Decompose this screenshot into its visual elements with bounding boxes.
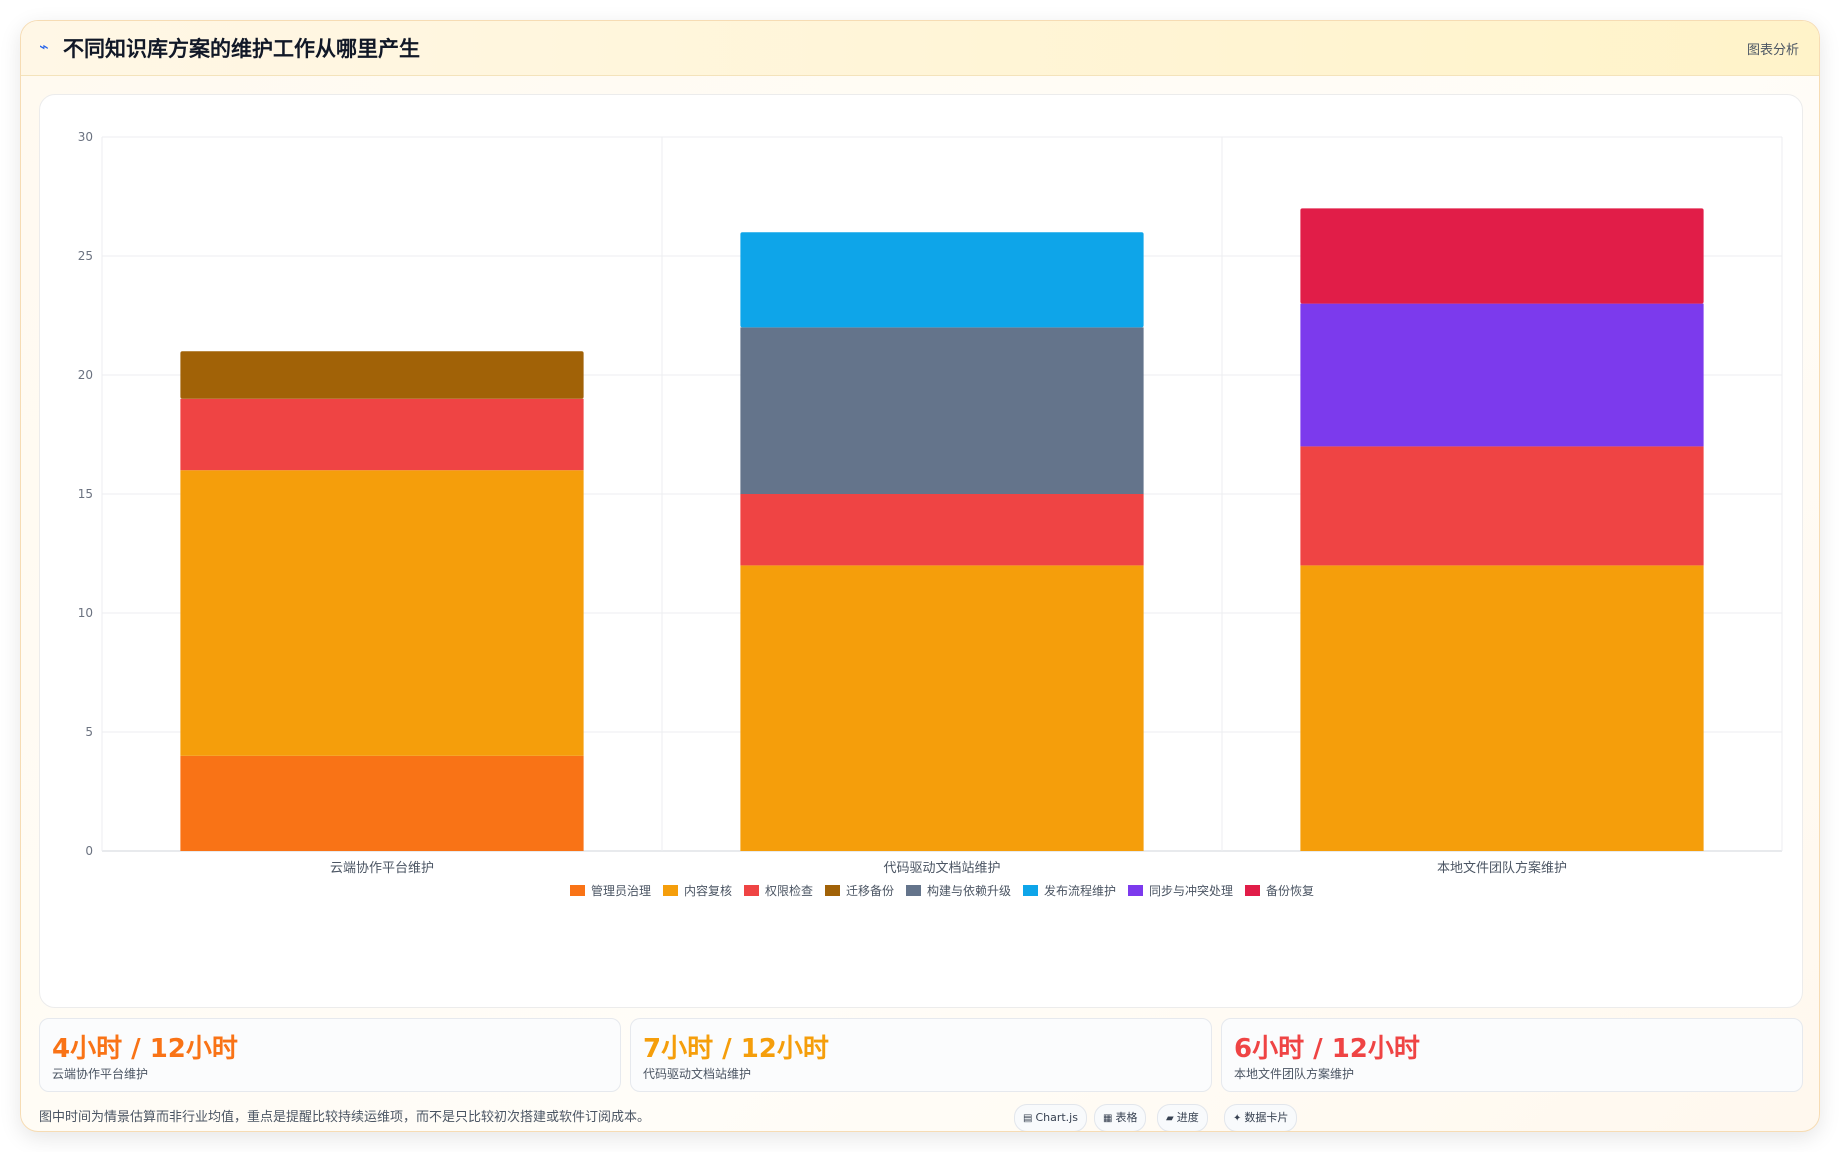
legend-swatch [744, 885, 759, 896]
legend-label: 权限检查 [765, 883, 813, 898]
chart-title: 不同知识库方案的维护工作从哪里产生 [63, 37, 420, 61]
bar-segment [740, 565, 1144, 851]
legend-label: 发布流程维护 [1044, 883, 1116, 898]
bar-segment [1300, 208, 1704, 304]
card-header: ⌁ 不同知识库方案的维护工作从哪里产生 图表分析 [21, 21, 1819, 76]
bar-segment [180, 470, 584, 756]
chart-analysis-tag: 图表分析 [1746, 43, 1799, 58]
footnote: 图中时间为情景估算而非行业均值，重点是提醒比较持续运维项，而不是只比较初次搭建或… [39, 1110, 651, 1125]
chip-label: 进度 [1176, 1111, 1199, 1124]
legend-label: 同步与冲突处理 [1149, 883, 1233, 898]
legend-swatch [906, 885, 921, 896]
stacked-bar-chart: 0 5 10 15 20 25 30 云端协作平台维护 代码驱动文档站维护 本地文件团队方案维护管… [78, 130, 1783, 898]
bar-segment [740, 232, 1144, 328]
legend-label: 备份恢复 [1266, 884, 1314, 898]
bar-segment [180, 755, 584, 851]
table-icon: ▦ [1103, 1113, 1113, 1124]
legend-swatch [825, 885, 840, 896]
kpi-value: 7小时 / 12小时 [643, 1034, 829, 1064]
legend-swatch [570, 885, 585, 896]
kpi-value: 6小时 / 12小时 [1234, 1034, 1420, 1064]
bar-segment [1300, 565, 1704, 851]
legend-swatch [1245, 885, 1260, 896]
plot-area: 0 5 10 15 20 25 30 云端协作平台维护 代码驱动文档站维护 本地文件团队方案维护管… [39, 94, 1803, 1008]
legend-swatch [1023, 885, 1038, 896]
y-tick-label: 25 [78, 249, 93, 263]
chip-data-card[interactable]: ✦ 数据卡片 [1224, 1104, 1298, 1131]
chip-label: 数据卡片 [1244, 1111, 1289, 1124]
progress-icon: ▰ [1166, 1113, 1174, 1124]
kpi-label: 代码驱动文档站维护 [643, 1067, 752, 1081]
x-tick-label: 本地文件团队方案维护 [1437, 860, 1567, 876]
chart-line-icon: ⌁ [39, 37, 49, 56]
bar-segment [1300, 303, 1704, 447]
kpi-value: 4小时 / 12小时 [52, 1034, 238, 1064]
legend-label: 迁移备份 [846, 884, 894, 898]
x-tick-label: 云端协作平台维护 [330, 861, 434, 876]
chip-chartjs[interactable]: ▤ Chart.js [1014, 1104, 1087, 1131]
chip-label: Chart.js [1035, 1111, 1078, 1124]
y-tick-label: 10 [78, 606, 93, 620]
chart-card: ⌁ 不同知识库方案的维护工作从哪里产生 图表分析 0 5 10 15 20 25 30 云端协… [20, 20, 1820, 1132]
chart-icon: ▤ [1023, 1113, 1033, 1124]
kpi-card-cloud: 4小时 / 12小时 云端协作平台维护 [39, 1018, 621, 1092]
y-tick-label: 20 [78, 368, 93, 382]
x-tick-label: 代码驱动文档站维护 [883, 861, 1000, 876]
legend-label: 内容复核 [684, 883, 732, 898]
bar-segment [740, 494, 1144, 566]
legend-label: 管理员治理 [591, 883, 651, 898]
legend-swatch [663, 885, 678, 896]
y-tick-label: 15 [78, 487, 93, 501]
chip-table[interactable]: ▦ 表格 [1094, 1104, 1147, 1131]
bar-segment [1300, 446, 1704, 566]
legend-label: 构建与依赖升级 [927, 883, 1011, 898]
card-icon: ✦ [1233, 1113, 1242, 1124]
kpi-label: 云端协作平台维护 [52, 1067, 149, 1081]
chip-label: 表格 [1115, 1111, 1138, 1124]
y-tick-label: 0 [85, 844, 93, 858]
y-tick-label: 5 [85, 725, 93, 739]
chip-progress[interactable]: ▰ 进度 [1157, 1104, 1208, 1131]
y-tick-label: 30 [78, 130, 93, 144]
kpi-card-local: 6小时 / 12小时 本地文件团队方案维护 [1221, 1018, 1803, 1092]
kpi-label: 本地文件团队方案维护 [1234, 1067, 1355, 1081]
bar-segment [180, 398, 584, 471]
bar-segment [180, 351, 584, 399]
bar-segment [740, 327, 1144, 494]
legend-swatch [1128, 885, 1143, 896]
kpi-card-docsite: 7小时 / 12小时 代码驱动文档站维护 [630, 1018, 1212, 1092]
